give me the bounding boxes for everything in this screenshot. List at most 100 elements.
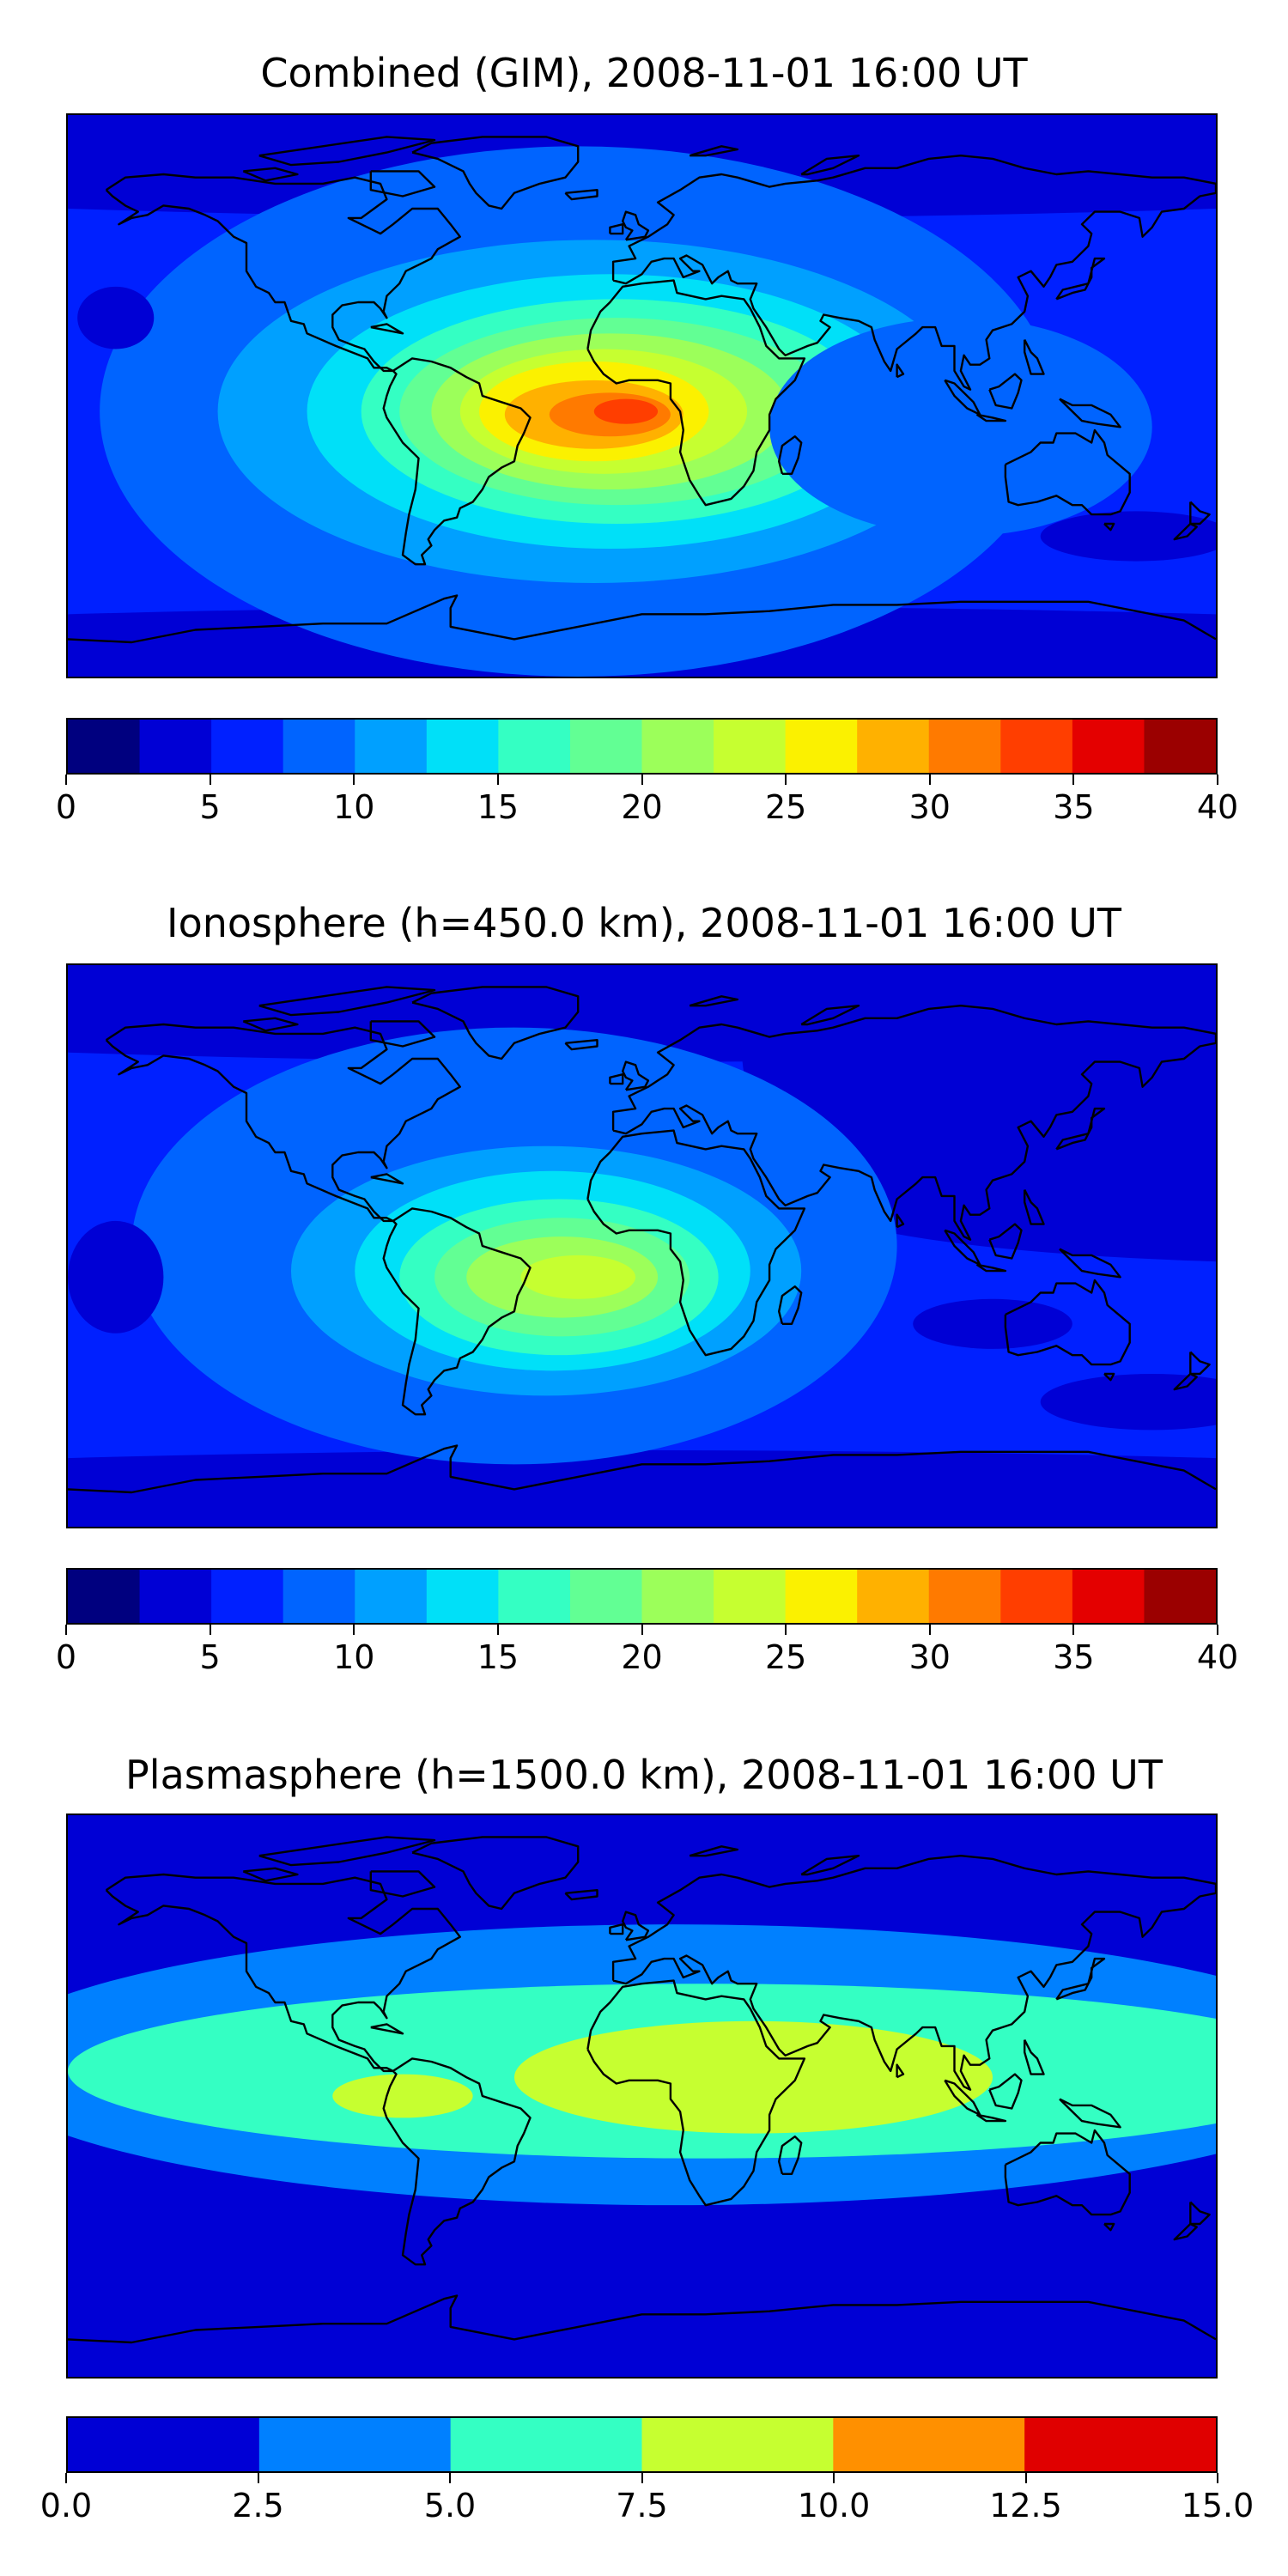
coastline-19 xyxy=(68,594,1216,644)
colorbar-tick-label: 20 xyxy=(621,788,663,826)
colorbar-segment xyxy=(1072,1570,1145,1623)
colorbar-tick-label: 10 xyxy=(333,788,375,826)
colorbar xyxy=(66,718,1218,775)
colorbar-tick-mark xyxy=(353,1625,355,1635)
colorbar-segment xyxy=(857,720,930,773)
colorbar-tick-mark xyxy=(449,2473,451,2483)
colorbar-segment xyxy=(68,720,141,773)
coastline-1 xyxy=(411,986,580,1060)
contour-level-11 xyxy=(769,318,1152,537)
coastline-16 xyxy=(1103,2222,1115,2232)
coastline-17 xyxy=(1189,1351,1211,1376)
contour-level-6 xyxy=(520,1255,636,1299)
colorbar-svg xyxy=(68,2418,1216,2471)
coastline-20 xyxy=(258,986,436,1017)
colorbar xyxy=(66,1568,1218,1625)
coastline-7 xyxy=(609,1923,624,1935)
map-plot xyxy=(66,963,1218,1528)
colorbar-tick-label: 5 xyxy=(199,788,221,826)
colorbar-segment xyxy=(785,1570,858,1623)
coastline-23 xyxy=(689,1845,739,1857)
colorbar-tick-mark xyxy=(785,1625,787,1635)
colorbar-segment xyxy=(1072,720,1145,773)
contour-level-8 xyxy=(1040,1373,1216,1431)
colorbar-tick-label: 25 xyxy=(764,788,807,826)
coastline-4 xyxy=(778,2136,803,2175)
coastline-8 xyxy=(564,1889,598,1901)
coastline-19 xyxy=(68,2294,1216,2344)
coastline-3 xyxy=(586,1129,806,1357)
coastline-11 xyxy=(988,373,1023,410)
colorbar-tick-label: 15.0 xyxy=(1181,2487,1255,2524)
contour-level-12 xyxy=(77,286,155,349)
colorbar-tick-mark xyxy=(1217,1625,1218,1635)
colorbar-tick-mark xyxy=(496,1625,499,1635)
colorbar-segment xyxy=(857,1570,930,1623)
colorbar-segment xyxy=(1144,720,1216,773)
colorbar-segment xyxy=(714,720,787,773)
colorbar-tick-label: 7.5 xyxy=(616,2487,668,2524)
coastline-15 xyxy=(1004,428,1131,516)
map-plot xyxy=(66,113,1218,678)
coastline-16 xyxy=(1103,522,1115,532)
coastline-15 xyxy=(1004,1279,1131,1366)
coastline-23 xyxy=(689,995,739,1007)
coastline-0 xyxy=(105,1023,461,1223)
colorbar-segment xyxy=(1144,1570,1216,1623)
coastline-13 xyxy=(975,1263,1007,1273)
colorbar-tick-label: 5 xyxy=(199,1638,221,1676)
colorbar-tick-mark xyxy=(1217,775,1218,785)
colorbar-segment xyxy=(211,1570,284,1623)
coastline-18 xyxy=(1173,2222,1198,2241)
coastline-18 xyxy=(1173,522,1198,541)
coastline-6 xyxy=(622,210,650,241)
colorbar-tick-mark xyxy=(928,775,931,785)
coastline-5 xyxy=(611,1855,1216,2091)
coastline-16 xyxy=(1103,1372,1115,1382)
map-svg xyxy=(68,1815,1216,2377)
colorbar-svg xyxy=(68,720,1216,773)
colorbar-segment xyxy=(68,1570,141,1623)
colorbar-tick-mark xyxy=(257,2473,259,2483)
colorbar-tick-label: 40 xyxy=(1196,1638,1239,1676)
colorbar-tick-label: 15 xyxy=(477,788,519,826)
coastline-8 xyxy=(564,189,598,201)
colorbar-segment xyxy=(641,2418,834,2471)
colorbar-tick-mark xyxy=(1217,2473,1218,2483)
map-plot xyxy=(66,1814,1218,2379)
colorbar-tick-mark xyxy=(833,2473,835,2483)
colorbar-tick-label: 0.0 xyxy=(39,2487,93,2524)
colorbar-tick-label: 2.5 xyxy=(232,2487,284,2524)
chart-title: Combined (GIM), 2008-11-01 16:00 UT xyxy=(260,50,1028,96)
coastline-3 xyxy=(586,279,806,507)
coastline-5 xyxy=(611,1005,1216,1241)
contour-level-13 xyxy=(1040,511,1216,562)
colorbar-tick-mark xyxy=(641,1625,643,1635)
coastline-12 xyxy=(1059,398,1121,428)
colorbar-tick-label: 35 xyxy=(1053,1638,1095,1676)
coastline-9 xyxy=(1055,1957,1106,2001)
colorbar-segment xyxy=(139,1570,212,1623)
chart-title: Plasmasphere (h=1500.0 km), 2008-11-01 1… xyxy=(125,1752,1163,1798)
map-svg xyxy=(68,115,1216,677)
colorbar-tick-label: 30 xyxy=(908,788,951,826)
coastline-25 xyxy=(370,1173,404,1185)
coastline-22 xyxy=(369,1020,436,1048)
colorbar-segment xyxy=(641,1570,714,1623)
colorbar-tick-label: 35 xyxy=(1053,788,1095,826)
coastline-6 xyxy=(622,1911,650,1941)
coastline-0 xyxy=(105,173,461,373)
coastline-2 xyxy=(382,2057,532,2266)
coastline-2 xyxy=(382,1207,532,1416)
colorbar-tick-mark xyxy=(353,775,355,785)
colorbar-tick-mark xyxy=(65,2473,67,2483)
colorbar-segment xyxy=(355,720,428,773)
colorbar-tick-mark xyxy=(1024,2473,1027,2483)
colorbar-segment xyxy=(1024,2418,1216,2471)
colorbar-segment xyxy=(139,720,212,773)
colorbar-tick-label: 0 xyxy=(55,788,77,826)
contour-level-2 xyxy=(513,2020,993,2134)
coastline-9 xyxy=(1055,257,1106,301)
contour-band-south xyxy=(68,1449,1216,1527)
coastline-14 xyxy=(1024,2039,1045,2075)
